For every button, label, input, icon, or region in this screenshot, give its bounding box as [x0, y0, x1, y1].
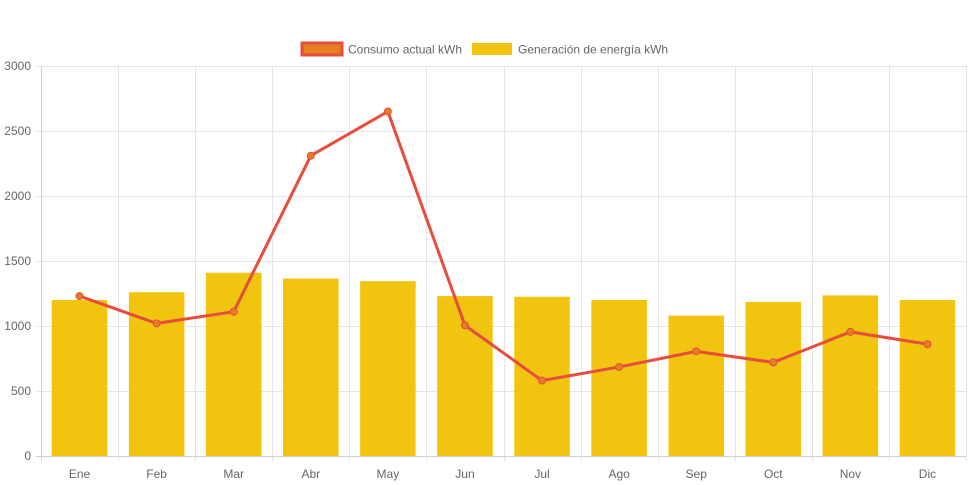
x-tick-label: Ene [69, 467, 91, 481]
bar[interactable] [283, 278, 339, 456]
data-point[interactable] [538, 376, 547, 385]
bar[interactable] [591, 300, 647, 456]
x-tick-label: Sep [686, 467, 708, 481]
bar[interactable] [437, 296, 493, 456]
x-tick-label: Feb [146, 467, 167, 481]
legend-item-consumo[interactable]: Consumo actual kWh [300, 41, 462, 57]
data-point[interactable] [923, 340, 932, 349]
data-point[interactable] [615, 362, 624, 371]
legend-label-consumo: Consumo actual kWh [348, 43, 462, 57]
x-tick-label: Dic [919, 467, 936, 481]
bar[interactable] [822, 295, 879, 456]
legend: Consumo actual kWh Generación de energía… [300, 41, 668, 57]
bar[interactable] [51, 300, 108, 456]
y-tick-label: 1500 [4, 254, 31, 268]
y-tick-label: 0 [24, 449, 31, 463]
x-axis: Ene Feb Mar Abr May Jun Jul Ago Sep Oct Nov Dic [69, 467, 936, 481]
data-point[interactable] [769, 358, 778, 367]
legend-swatch-consumo [300, 41, 344, 57]
line-series-consumo [75, 107, 932, 385]
x-tick-label: Abr [301, 467, 320, 481]
legend-swatch-generacion [472, 43, 512, 55]
x-tick-label: Oct [764, 467, 783, 481]
x-tick-label: Jun [455, 467, 474, 481]
data-point[interactable] [306, 151, 315, 160]
bar[interactable] [668, 315, 724, 456]
y-tick-label: 2000 [4, 189, 31, 203]
y-tick-label: 1000 [4, 319, 31, 333]
legend-item-generacion[interactable]: Generación de energía kWh [472, 43, 668, 57]
y-tick-label: 2500 [4, 124, 31, 138]
data-point[interactable] [152, 319, 161, 328]
bar[interactable] [899, 300, 956, 456]
x-tick-label: Jul [534, 467, 549, 481]
data-point[interactable] [383, 107, 392, 116]
y-axis: 0 500 1000 1500 2000 2500 3000 [4, 59, 31, 463]
legend-label-generacion: Generación de energía kWh [518, 43, 668, 57]
data-point[interactable] [75, 292, 84, 301]
data-point[interactable] [229, 307, 238, 316]
data-point[interactable] [460, 321, 469, 330]
bar[interactable] [205, 272, 262, 456]
y-tick-label: 500 [11, 384, 31, 398]
x-tick-label: Nov [840, 467, 861, 481]
bar-series-generacion [51, 272, 956, 456]
y-tick-label: 3000 [4, 59, 31, 73]
data-point[interactable] [846, 327, 855, 336]
x-tick-label: May [377, 467, 400, 481]
bar[interactable] [745, 301, 802, 456]
x-tick-label: Mar [223, 467, 244, 481]
data-point[interactable] [692, 347, 701, 356]
bar[interactable] [360, 281, 416, 456]
series-line [79, 110, 928, 383]
x-tick-label: Ago [608, 467, 630, 481]
